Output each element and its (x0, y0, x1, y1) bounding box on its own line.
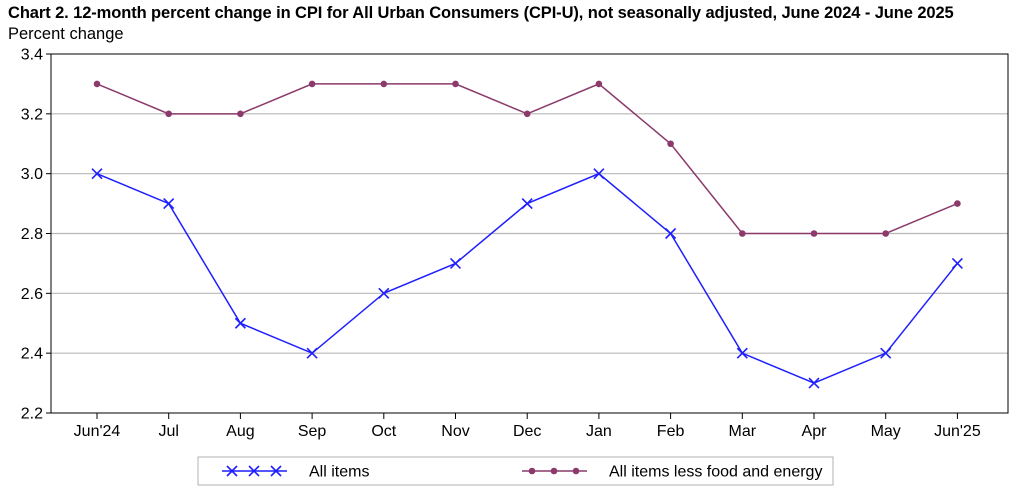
legend-marker (572, 467, 580, 475)
data-point-all-items (378, 287, 390, 299)
y-tick-label: 3.2 (21, 106, 43, 123)
x-tick-label: Jul (158, 423, 178, 440)
x-tick-label: Jan (586, 423, 612, 440)
x-tick-label: Jun'24 (74, 423, 121, 440)
data-point-all-items (951, 257, 963, 269)
data-point-all-items-less-food-and-energy (237, 110, 244, 118)
legend-item-all-items-less-food-and-energy: All items less food and energy (522, 464, 822, 481)
plot-frame (50, 53, 1009, 414)
legend-marker (270, 465, 282, 477)
data-point-all-items-less-food-and-energy (380, 80, 388, 88)
x-tick-label: Aug (226, 423, 254, 440)
x-tick-label: May (871, 423, 901, 440)
y-axis-label: Percent change (8, 25, 124, 43)
data-point-all-items (808, 377, 820, 389)
x-tick-label: Jun'25 (934, 423, 981, 440)
y-tick-label: 2.6 (21, 286, 43, 303)
data-point-all-items (593, 168, 605, 180)
data-point-all-items (163, 198, 175, 210)
data-point-all-items-less-food-and-energy (667, 140, 674, 148)
x-tick-label: Sep (298, 423, 327, 440)
legend-marker (528, 467, 536, 475)
data-point-all-items (736, 347, 748, 359)
legend-item-all-items: All items (222, 464, 369, 481)
data-point-all-items (521, 198, 533, 210)
data-point-all-items (449, 257, 462, 269)
y-tick-label: 2.2 (21, 406, 43, 423)
x-tick-label: Mar (729, 423, 757, 440)
data-point-all-items (234, 317, 246, 329)
data-point-all-items (91, 168, 103, 180)
legend-label: All items less food and energy (609, 464, 822, 481)
chart-title: Chart 2. 12-month percent change in CPI … (8, 4, 954, 22)
x-tick-label: Apr (802, 423, 828, 440)
data-point-all-items (306, 347, 318, 359)
legend-box (197, 456, 834, 486)
data-point-all-items-less-food-and-energy (739, 230, 746, 237)
data-point-all-items-less-food-and-energy (882, 230, 889, 237)
legend-marker (550, 467, 558, 475)
x-tick-label: Nov (441, 423, 469, 440)
legend-marker (226, 465, 238, 477)
data-point-all-items-less-food-and-energy (595, 80, 603, 88)
data-point-all-items-less-food-and-energy (93, 80, 101, 88)
legend-label: All items (309, 464, 369, 481)
y-tick-label: 2.4 (21, 346, 43, 363)
y-tick-label: 2.8 (21, 226, 43, 243)
data-point-all-items-less-food-and-energy (452, 80, 459, 88)
y-tick-label: 3.4 (21, 47, 43, 64)
data-point-all-items (665, 227, 677, 240)
data-point-all-items-less-food-and-energy (810, 230, 818, 237)
data-point-all-items-less-food-and-energy (308, 80, 316, 88)
data-point-all-items-less-food-and-energy (523, 110, 531, 118)
legend-marker (248, 465, 260, 477)
y-tick-label: 3.0 (21, 166, 43, 183)
x-tick-label: Dec (513, 423, 541, 440)
data-point-all-items-less-food-and-energy (165, 110, 172, 118)
data-point-all-items (880, 347, 892, 359)
x-tick-label: Oct (371, 423, 396, 440)
data-point-all-items-less-food-and-energy (954, 200, 961, 207)
x-tick-label: Feb (657, 423, 685, 440)
